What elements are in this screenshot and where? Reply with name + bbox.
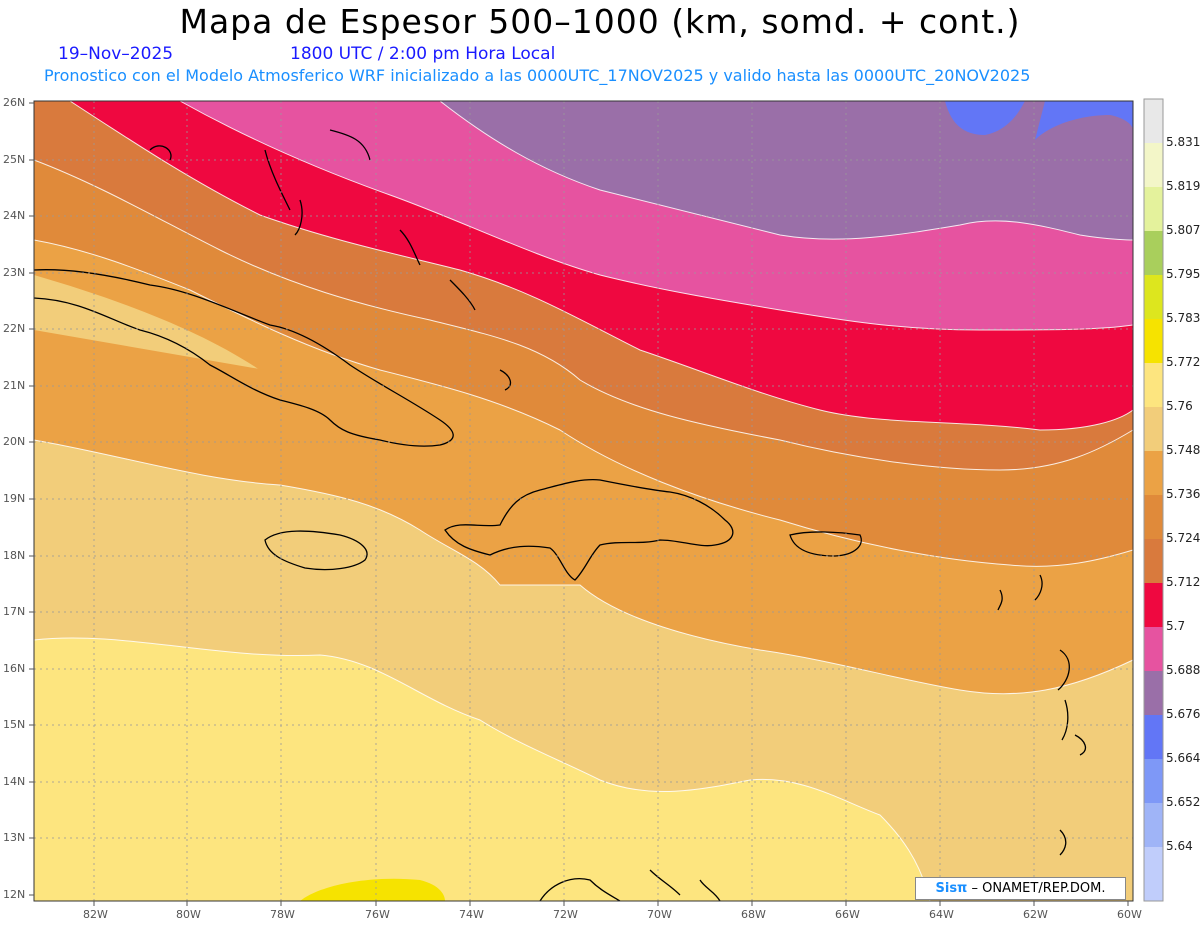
colorbar-label: 5.831 — [1166, 135, 1200, 149]
lat-label: 22N — [3, 322, 26, 335]
lon-label: 62W — [1023, 908, 1048, 921]
lon-label: 60W — [1117, 908, 1142, 921]
sispi-logo: Sisπ — [935, 881, 968, 896]
colorbar-label: 5.748 — [1166, 443, 1200, 457]
lon-label: 68W — [741, 908, 766, 921]
colorbar-swatch-11 — [1144, 539, 1163, 583]
colorbar-swatch-2 — [1144, 143, 1163, 187]
puerto-rico-coast — [789, 531, 862, 557]
colorbar-swatch-10 — [1144, 495, 1163, 539]
lat-label: 15N — [3, 718, 26, 731]
credit-box: Sisπ – ONAMET/REP.DOM. — [915, 877, 1126, 900]
lat-label: 24N — [3, 209, 26, 222]
colorbar-swatch-5 — [1144, 275, 1163, 319]
cuba-coast — [33, 269, 454, 447]
lon-label: 82W — [83, 908, 108, 921]
lat-label: 20N — [3, 435, 26, 448]
forecast-date: 19–Nov–2025 — [58, 44, 174, 64]
colorbar-swatch-9 — [1144, 451, 1163, 495]
band-5.664-a — [945, 101, 1025, 135]
colorbar — [1143, 98, 1164, 902]
coastlines — [33, 129, 1087, 902]
band-5.676 — [440, 101, 1133, 240]
colorbar-label: 5.736 — [1166, 487, 1200, 501]
colorbar-label: 5.795 — [1166, 267, 1200, 281]
band-5.736-west — [34, 330, 1133, 694]
colorbar-swatch-14 — [1144, 671, 1163, 715]
colorbar-swatch-15 — [1144, 715, 1163, 759]
colorbar-label: 5.772 — [1166, 355, 1200, 369]
lat-label: 14N — [3, 775, 26, 788]
colorbar-label: 5.783 — [1166, 311, 1200, 325]
south-america-coast — [539, 869, 721, 902]
lon-label: 66W — [835, 908, 860, 921]
colorbar-swatch-12 — [1144, 583, 1163, 627]
colorbar-swatch-16 — [1144, 759, 1163, 803]
jamaica-coast — [264, 530, 368, 571]
lat-label: 26N — [3, 96, 26, 109]
credit-org: – ONAMET/REP.DOM. — [967, 881, 1106, 896]
colorbar-label: 5.819 — [1166, 179, 1200, 193]
colorbar-swatch-6 — [1144, 319, 1163, 363]
colorbar-swatch-13 — [1144, 627, 1163, 671]
graticule — [34, 101, 1133, 901]
ticks — [29, 102, 1129, 906]
lon-label: 76W — [365, 908, 390, 921]
colorbar-label: 5.76 — [1166, 399, 1193, 413]
lat-label: 16N — [3, 662, 26, 675]
lat-label: 25N — [3, 153, 26, 166]
colorbar-swatch-3 — [1144, 187, 1163, 231]
bahamas — [149, 129, 512, 391]
lon-label: 72W — [553, 908, 578, 921]
colorbar-swatch-1 — [1144, 99, 1163, 143]
lon-label: 64W — [929, 908, 954, 921]
lat-label: 18N — [3, 549, 26, 562]
colorbar-swatch-8 — [1144, 407, 1163, 451]
lat-label: 19N — [3, 492, 26, 505]
map-frame — [33, 100, 1134, 902]
hispaniola-coast — [444, 479, 734, 581]
colorbar-label: 5.724 — [1166, 531, 1200, 545]
band-5.772 — [300, 878, 445, 901]
map-title: Mapa de Espesor 500–1000 (km, somd. + co… — [179, 2, 1021, 41]
lat-label: 23N — [3, 266, 26, 279]
colorbar-swatch-7 — [1144, 363, 1163, 407]
band-5.760 — [34, 637, 930, 901]
colorbar-label: 5.664 — [1166, 751, 1200, 765]
lat-label: 12N — [3, 888, 26, 901]
colorbar-label: 5.688 — [1166, 663, 1200, 677]
lat-label: 21N — [3, 379, 26, 392]
lat-label: 17N — [3, 605, 26, 618]
band-5.664-b — [1035, 101, 1133, 140]
colorbar-label: 5.64 — [1166, 839, 1193, 853]
colorbar-label: 5.7 — [1166, 619, 1186, 633]
colorbar-swatch-17 — [1144, 803, 1163, 847]
lon-label: 70W — [647, 908, 672, 921]
colorbar-swatch-4 — [1144, 231, 1163, 275]
colorbar-label: 5.652 — [1166, 795, 1200, 809]
lesser-antilles — [997, 574, 1087, 856]
forecast-time: 1800 UTC / 2:00 pm Hora Local — [290, 44, 556, 64]
colorbar-swatch-18 — [1144, 847, 1163, 901]
lat-label: 13N — [3, 831, 26, 844]
colorbar-label: 5.676 — [1166, 707, 1200, 721]
model-info: Pronostico con el Modelo Atmosferico WRF… — [44, 66, 1031, 85]
lon-label: 80W — [176, 908, 201, 921]
lon-label: 78W — [270, 908, 295, 921]
colorbar-label: 5.712 — [1166, 575, 1200, 589]
lon-label: 74W — [459, 908, 484, 921]
colorbar-label: 5.807 — [1166, 223, 1200, 237]
